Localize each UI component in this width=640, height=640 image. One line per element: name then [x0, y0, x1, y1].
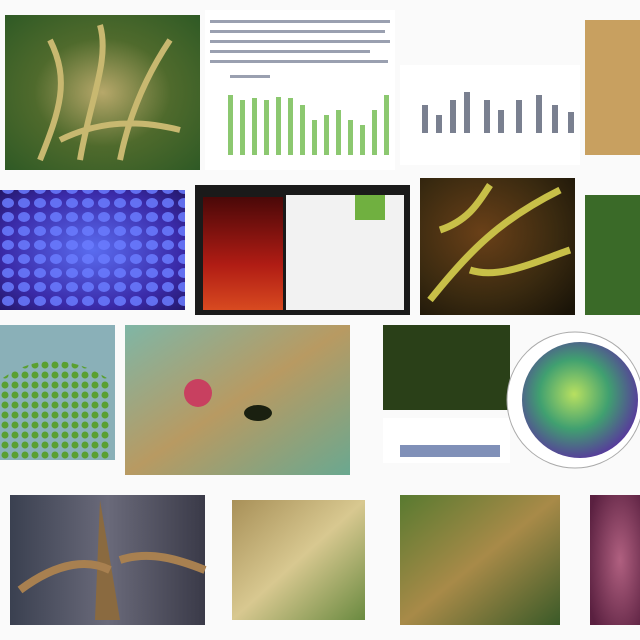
red-image: [203, 197, 283, 310]
dark-green-image: [383, 325, 510, 410]
red-purple-image: [590, 495, 640, 625]
green-bars: [228, 95, 389, 155]
text-lines: [210, 20, 390, 78]
green-image: [585, 195, 640, 315]
branch-image: [420, 178, 575, 315]
net: [0, 361, 110, 460]
purple-cells: [0, 190, 185, 310]
tan-green-image: [232, 500, 365, 620]
limbs: [17, 551, 207, 594]
spine: [95, 500, 120, 620]
pink-blob: [184, 379, 212, 407]
grey-bars: [422, 92, 574, 133]
green-tan-image: [400, 495, 560, 625]
tan-image: [585, 20, 640, 155]
teal-image: [125, 325, 350, 475]
globe: [522, 342, 638, 458]
branches: [427, 183, 572, 303]
roots: [37, 24, 181, 162]
blue-bars: [400, 445, 500, 457]
green-thumb: [355, 195, 385, 220]
dark-spot: [244, 405, 272, 421]
document: [286, 195, 404, 310]
